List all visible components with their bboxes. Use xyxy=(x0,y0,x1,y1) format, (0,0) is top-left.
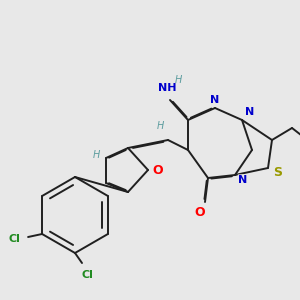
Text: O: O xyxy=(195,206,205,218)
Text: NH: NH xyxy=(158,83,176,93)
Text: Cl: Cl xyxy=(81,270,93,280)
Text: N: N xyxy=(245,107,255,117)
Text: N: N xyxy=(238,175,247,185)
Text: O: O xyxy=(153,164,163,176)
Text: H: H xyxy=(156,121,164,131)
Text: N: N xyxy=(210,95,220,105)
Text: Cl: Cl xyxy=(8,234,20,244)
Text: H: H xyxy=(92,150,100,160)
Text: H: H xyxy=(174,75,182,85)
Text: S: S xyxy=(274,167,283,179)
